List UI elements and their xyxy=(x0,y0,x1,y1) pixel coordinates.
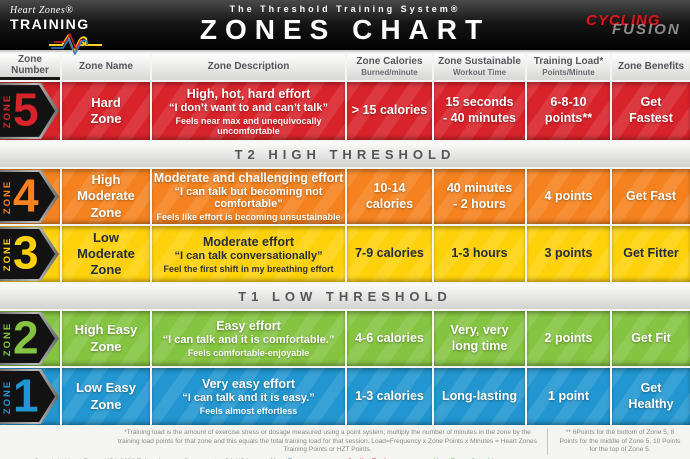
zone-number: 1 xyxy=(13,369,39,422)
col-header-zone-calories: Zone Calories Burned/minute xyxy=(347,54,432,80)
zone-description-cell: Moderate effort “I can talk conversation… xyxy=(152,226,345,282)
zone-benefit-cell: Get Fitter xyxy=(612,226,690,282)
zone-name-cell: Low Easy Zone xyxy=(62,368,150,425)
zone-benefit-cell: Get Fastest xyxy=(612,82,690,140)
t2-label: T2 HIGH THRESHOLD xyxy=(234,147,456,162)
t2-high-threshold-band: T2 HIGH THRESHOLD xyxy=(0,142,690,167)
t1-low-threshold-band: T1 LOW THRESHOLD xyxy=(0,284,690,309)
zone-arrow-icon xyxy=(0,227,59,281)
copyright-line: Copyright Heart Zones USA 2636 Fulton Av… xyxy=(6,458,684,459)
zone-calories-cell: 4-6 calories xyxy=(347,311,432,366)
zone-description-cell: High, hot, hard effort “I don’t want to … xyxy=(152,82,345,140)
zone-number: 3 xyxy=(13,226,39,279)
training-load-footnote: *Training load is the amount of exercise… xyxy=(116,429,548,455)
system-subtitle: The Threshold Training System® xyxy=(229,4,461,14)
heart-zones-wordmark: Heart Zones® xyxy=(10,5,74,16)
zone-name-cell: Low Moderate Zone xyxy=(62,226,150,282)
header-bar: Heart Zones® TRAINING The Threshold Trai… xyxy=(0,0,690,55)
fusion-wordmark: FUSION xyxy=(612,21,681,38)
zone-workout-time-cell: Very, very long time xyxy=(434,311,525,366)
zone-4-badge: ZONE 4 xyxy=(0,169,60,224)
cycling-wordmark: CYCLING xyxy=(586,12,661,29)
zone-name-cell: High Moderate Zone xyxy=(62,169,150,224)
col-header-workout-time: Zone Sustainable Workout Time xyxy=(434,54,525,80)
zone-benefit-cell: Get Fit xyxy=(612,311,690,366)
zone-word-vertical: ZONE xyxy=(2,379,13,414)
zone-workout-time-cell: 1-3 hours xyxy=(434,226,525,282)
copyright-text: Copyright Heart Zones USA 2636 Fulton Av… xyxy=(34,458,251,459)
zone-number: 5 xyxy=(13,83,39,136)
zone-3-badge: ZONE 3 xyxy=(0,226,60,282)
zone-5-badge: ZONE 5 xyxy=(0,82,60,140)
table-row-zone-1: ZONE 1 Low Easy Zone Very easy effort “I… xyxy=(0,368,690,425)
zone-benefit-cell: Get Healthy xyxy=(612,368,690,425)
zone-benefit-cell: Get Fast xyxy=(612,169,690,224)
page-title: ZONES CHART xyxy=(199,14,491,45)
zone-arrow-icon xyxy=(0,369,59,424)
zone-training-load-cell: 6-8-10 points** xyxy=(527,82,610,140)
table-row-zone-4: ZONE 4 High Moderate Zone Moderate and c… xyxy=(0,169,690,224)
zone-training-load-cell: 1 point xyxy=(527,368,610,425)
heart-zones-logo: Heart Zones® TRAINING xyxy=(10,5,102,55)
t1-label: T1 LOW THRESHOLD xyxy=(238,289,452,304)
col-header-zone-number: Zone Number xyxy=(0,54,60,80)
table-row-zone-2: ZONE 2 High Easy Zone Easy effort “I can… xyxy=(0,311,690,366)
zone-word-vertical: ZONE xyxy=(2,93,13,129)
zone5-points-footnote: ** 6Points for the bottom of Zone 5, 8 P… xyxy=(559,429,681,454)
heartzonescoaching-link[interactable]: www.HeartZonesCoaching.com xyxy=(416,458,518,459)
zone-calories-cell: 1-3 calories xyxy=(347,368,432,425)
heartbeat-swoosh-icon xyxy=(49,33,102,55)
cyclingfusion-link[interactable]: www.CyclingFusion.com xyxy=(330,458,410,459)
zone-calories-cell: 7-9 calories xyxy=(347,226,432,282)
zone-calories-cell: 10-14 calories xyxy=(347,169,432,224)
footer: *Training load is the amount of exercise… xyxy=(0,425,690,459)
zone-arrow-icon xyxy=(0,83,59,139)
zone-training-load-cell: 2 points xyxy=(527,311,610,366)
zone-calories-cell: > 15 calories xyxy=(347,82,432,140)
zone-arrow-icon xyxy=(0,311,59,366)
zone-workout-time-cell: 40 minutes - 2 hours xyxy=(434,169,525,224)
table-row-zone-5: ZONE 5 Hard Zone High, hot, hard effort … xyxy=(0,82,690,140)
zone-workout-time-cell: 15 seconds - 40 minutes xyxy=(434,82,525,140)
col-header-zone-benefits: Zone Benefits xyxy=(612,54,690,80)
zone-number: 2 xyxy=(13,311,39,364)
zone-description-cell: Easy effort “I can talk and it is comfor… xyxy=(152,311,345,366)
zone-workout-time-cell: Long-lasting xyxy=(434,368,525,425)
zone-number: 4 xyxy=(13,169,39,222)
zone-training-load-cell: 4 points xyxy=(527,169,610,224)
table-row-zone-3: ZONE 3 Low Moderate Zone Moderate effort… xyxy=(0,226,690,282)
column-header-row: Zone Number Zone Name Zone Description Z… xyxy=(0,54,690,80)
header-titles: The Threshold Training System® ZONES CHA… xyxy=(0,4,690,46)
col-header-training-load: Training Load* Points/Minute xyxy=(527,54,610,80)
col-header-zone-description: Zone Description xyxy=(152,54,345,80)
zone-word-vertical: ZONE xyxy=(2,236,13,272)
zone-word-vertical: ZONE xyxy=(2,179,13,214)
cycling-fusion-logo: CYCLING FUSION xyxy=(586,12,679,42)
zone-training-load-cell: 3 points xyxy=(527,226,610,282)
zone-word-vertical: ZONE xyxy=(2,321,13,356)
zone-arrow-icon xyxy=(0,169,59,224)
zone-2-badge: ZONE 2 xyxy=(0,311,60,366)
zone-name-cell: High Easy Zone xyxy=(62,311,150,366)
zone-name-cell: Hard Zone xyxy=(62,82,150,140)
zone-description-cell: Very easy effort “I can talk and it is e… xyxy=(152,368,345,425)
zone-1-badge: ZONE 1 xyxy=(0,368,60,425)
zone-description-cell: Moderate and challenging effort “I can t… xyxy=(152,169,345,224)
col-header-zone-name: Zone Name xyxy=(62,54,150,80)
training-wordmark: TRAINING xyxy=(10,16,90,32)
